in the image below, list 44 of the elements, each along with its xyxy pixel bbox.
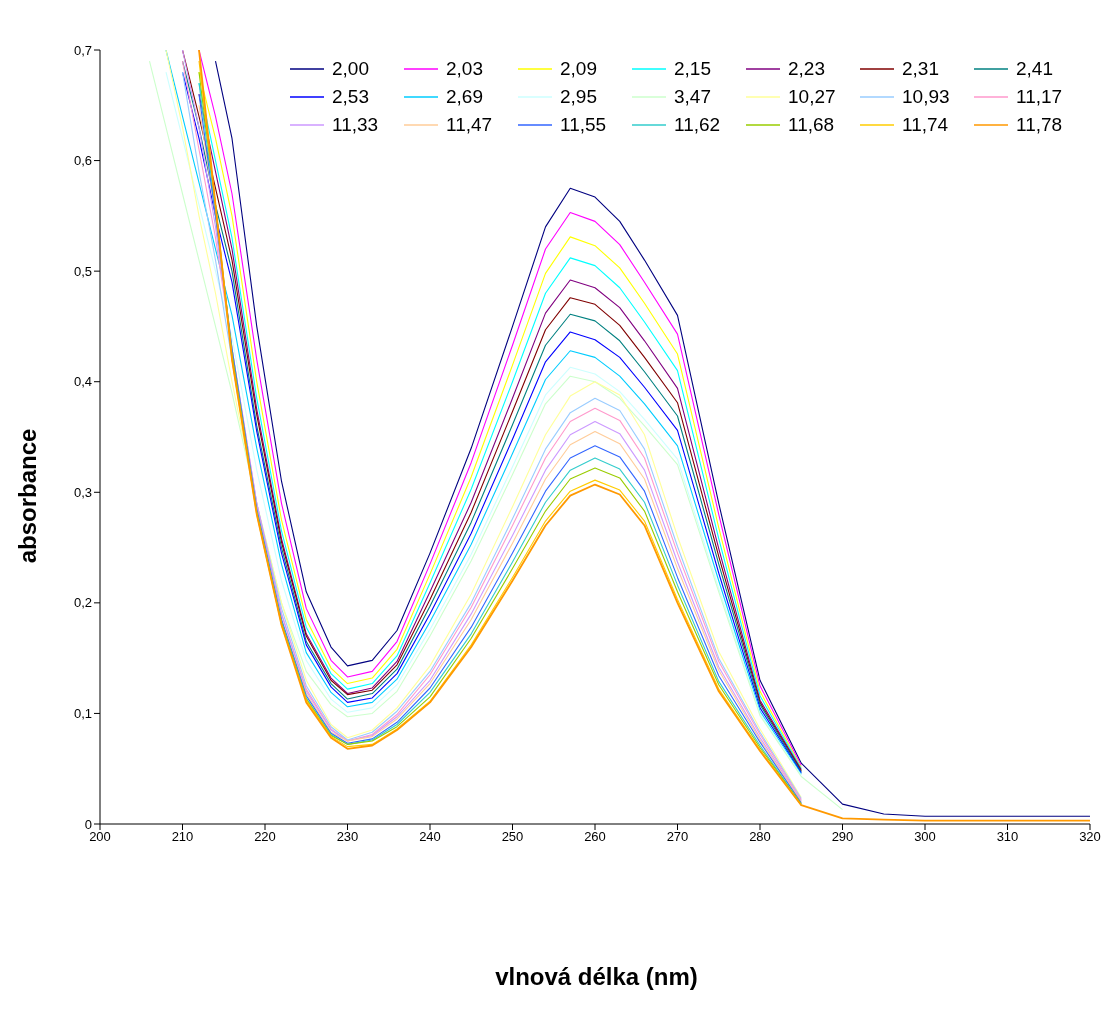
legend-label: 11,17 — [1016, 86, 1063, 108]
x-tick-label: 240 — [419, 829, 441, 845]
legend-label: 11,74 — [902, 114, 949, 136]
legend-label: 2,95 — [560, 86, 597, 108]
legend-label: 11,62 — [674, 114, 721, 136]
y-tick-label: 0 — [84, 816, 92, 832]
y-tick-label: 0,5 — [73, 263, 92, 279]
legend-label: 2,15 — [674, 58, 711, 80]
y-tick-label: 0,2 — [73, 595, 92, 611]
x-tick-label: 270 — [666, 829, 689, 845]
x-tick-label: 260 — [584, 829, 606, 845]
legend-label: 2,69 — [446, 86, 483, 108]
legend-label: 2,09 — [560, 58, 597, 80]
x-tick-label: 300 — [914, 829, 936, 845]
x-tick-label: 220 — [254, 829, 276, 845]
legend-label: 2,41 — [1016, 58, 1053, 80]
legend-label: 3,47 — [674, 86, 711, 108]
x-tick-label: 230 — [336, 829, 359, 845]
legend-label: 11,33 — [332, 114, 379, 136]
legend-label: 10,27 — [788, 86, 836, 108]
y-tick-label: 0,4 — [73, 374, 92, 390]
legend-label: 2,00 — [332, 58, 369, 80]
x-tick-label: 210 — [171, 829, 194, 845]
y-tick-label: 0,1 — [73, 706, 92, 722]
x-tick-label: 250 — [501, 829, 524, 845]
legend-label: 11,55 — [560, 114, 607, 136]
legend-label: 11,78 — [1016, 114, 1063, 136]
legend-label: 2,03 — [446, 58, 483, 80]
y-axis-title: absorbance — [14, 428, 42, 564]
legend-label: 11,47 — [446, 114, 493, 136]
x-tick-label: 310 — [996, 829, 1019, 845]
legend-label: 2,53 — [332, 86, 369, 108]
legend-label: 11,68 — [788, 114, 835, 136]
y-tick-label: 0,6 — [73, 153, 92, 169]
x-tick-label: 280 — [749, 829, 771, 845]
y-tick-label: 0,7 — [73, 42, 92, 58]
x-tick-label: 200 — [89, 829, 111, 845]
y-tick-label: 0,3 — [73, 484, 92, 500]
x-tick-label: 320 — [1079, 829, 1101, 845]
legend-label: 2,23 — [788, 58, 825, 80]
legend-label: 2,31 — [902, 58, 939, 80]
x-axis-title: vlnová délka (nm) — [494, 963, 699, 991]
x-tick-label: 290 — [831, 829, 854, 845]
legend-label: 10,93 — [902, 86, 950, 108]
